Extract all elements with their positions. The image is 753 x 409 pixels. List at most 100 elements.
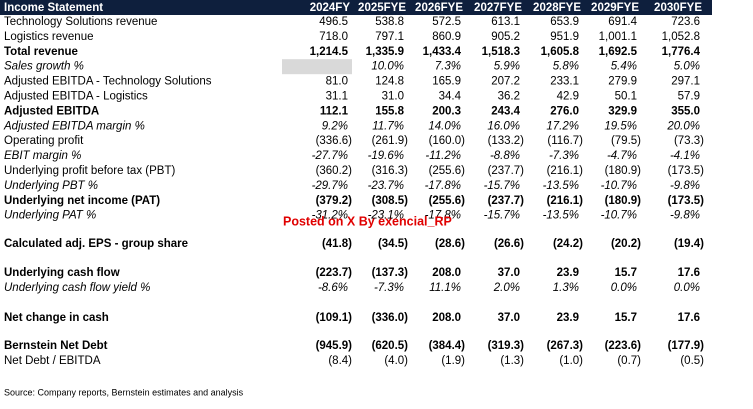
cell-value: 7.3% xyxy=(435,61,461,73)
row-label: Underlying net income (PAT) xyxy=(4,195,160,207)
cell-value: (8.4) xyxy=(328,355,352,367)
row-label: Technology Solutions revenue xyxy=(4,16,157,28)
cell-value: -8.6% xyxy=(318,282,348,294)
cell-value: 1,052.8 xyxy=(662,31,700,43)
cell-value: 5.9% xyxy=(494,61,520,73)
cell-value: -23.1% xyxy=(368,210,404,222)
cell-value: 10.0% xyxy=(371,61,404,73)
cell-value: (180.9) xyxy=(605,165,642,177)
cell-value: (261.9) xyxy=(372,135,409,147)
cell-value: (19.4) xyxy=(674,238,704,250)
cell-value: (216.1) xyxy=(547,165,584,177)
cell-value: -17.8% xyxy=(425,210,461,222)
cell-value: (0.5) xyxy=(680,355,704,367)
cell-value: 1,335.9 xyxy=(366,46,404,58)
cell-value: 112.1 xyxy=(320,105,349,117)
cell-value: 653.9 xyxy=(550,16,579,28)
cell-value: 31.0 xyxy=(382,91,404,103)
cell-value: (336.6) xyxy=(316,135,353,147)
cell-value: -31.2% xyxy=(312,210,348,222)
cell-value: (116.7) xyxy=(547,135,583,147)
cell-value: 297.1 xyxy=(671,76,700,88)
cell-value: -15.7% xyxy=(484,180,520,192)
cell-value: 613.1 xyxy=(491,16,520,28)
cell-value: -27.7% xyxy=(312,150,348,162)
cell-value: -10.7% xyxy=(601,180,637,192)
cell-value: -15.7% xyxy=(484,210,520,222)
cell-value: (267.3) xyxy=(547,340,584,352)
cell-value: -7.3% xyxy=(549,150,579,162)
cell-value: (1.0) xyxy=(559,355,583,367)
cell-value: 860.9 xyxy=(432,31,461,43)
cell-value: 17.6 xyxy=(678,312,700,324)
cell-value: 36.2 xyxy=(498,91,520,103)
row-label: Net change in cash xyxy=(4,312,109,324)
cell-value: -10.7% xyxy=(601,210,637,222)
cell-value: 538.8 xyxy=(375,16,404,28)
cell-value: (223.7) xyxy=(316,267,353,279)
cell-value: 31.1 xyxy=(326,91,348,103)
row-label: Calculated adj. EPS - group share xyxy=(4,238,188,250)
cell-value: 9.2% xyxy=(322,120,348,132)
cell-value: (308.5) xyxy=(372,195,409,207)
cell-value: -19.6% xyxy=(368,150,404,162)
cell-value: 797.1 xyxy=(375,31,404,43)
cell-value: 5.0% xyxy=(674,61,700,73)
cell-value: (255.6) xyxy=(429,195,466,207)
cell-value: (73.3) xyxy=(674,135,704,147)
cell-value: (137.3) xyxy=(372,267,409,279)
row-label: Operating profit xyxy=(4,135,84,147)
cell-value: (173.5) xyxy=(668,195,705,207)
cell-value: 208.0 xyxy=(432,312,461,324)
cell-value: 1,214.5 xyxy=(310,46,349,58)
cell-value: (237.7) xyxy=(488,165,525,177)
cell-value: 23.9 xyxy=(557,312,579,324)
cell-value: -7.3% xyxy=(374,282,404,294)
cell-value: (237.7) xyxy=(488,195,525,207)
cell-value: 0.0% xyxy=(674,282,700,294)
cell-value: 1,518.3 xyxy=(482,46,520,58)
row-label: Sales growth % xyxy=(4,61,84,73)
header-bar xyxy=(0,0,712,15)
row-label: Underlying cash flow yield % xyxy=(4,282,150,294)
cell-value: 50.1 xyxy=(615,91,637,103)
cell-value: 572.5 xyxy=(432,16,461,28)
row-label: Adjusted EBITDA margin % xyxy=(3,120,145,132)
cell-value: (26.6) xyxy=(494,238,524,250)
row-label: Adjusted EBITDA - Logistics xyxy=(4,91,148,103)
cell-value: 1,692.5 xyxy=(599,46,638,58)
cell-value: (1.3) xyxy=(500,355,524,367)
cell-value: (384.4) xyxy=(429,340,466,352)
empty-cell xyxy=(282,59,352,75)
cell-value: -9.8% xyxy=(670,210,700,222)
cell-value: 23.9 xyxy=(557,267,579,279)
cell-value: 243.4 xyxy=(491,105,520,117)
cell-value: 496.5 xyxy=(319,16,348,28)
row-label: Bernstein Net Debt xyxy=(4,340,108,352)
cell-value: 233.1 xyxy=(550,76,579,88)
cell-value: (216.1) xyxy=(547,195,584,207)
row-label: Logistics revenue xyxy=(4,31,94,43)
cell-value: (1.9) xyxy=(441,355,465,367)
header-year: 2026FYE xyxy=(415,2,463,14)
cell-value: 207.2 xyxy=(491,76,520,88)
row-label: Underlying profit before tax (PBT) xyxy=(4,165,175,177)
cell-value: (180.9) xyxy=(605,195,642,207)
cell-value: (255.6) xyxy=(429,165,466,177)
cell-value: (336.0) xyxy=(372,312,409,324)
cell-value: -11.2% xyxy=(425,150,461,162)
cell-value: 355.0 xyxy=(671,105,700,117)
cell-value: 37.0 xyxy=(498,312,520,324)
cell-value: -4.7% xyxy=(607,150,637,162)
cell-value: (620.5) xyxy=(372,340,409,352)
cell-value: (177.9) xyxy=(668,340,705,352)
cell-value: (173.5) xyxy=(668,165,705,177)
cell-value: 165.9 xyxy=(432,76,461,88)
cell-value: -23.7% xyxy=(368,180,404,192)
cell-value: (20.2) xyxy=(611,238,641,250)
cell-value: 1,433.4 xyxy=(423,46,462,58)
cell-value: 15.7 xyxy=(615,267,637,279)
cell-value: -13.5% xyxy=(543,180,579,192)
cell-value: 42.9 xyxy=(557,91,579,103)
